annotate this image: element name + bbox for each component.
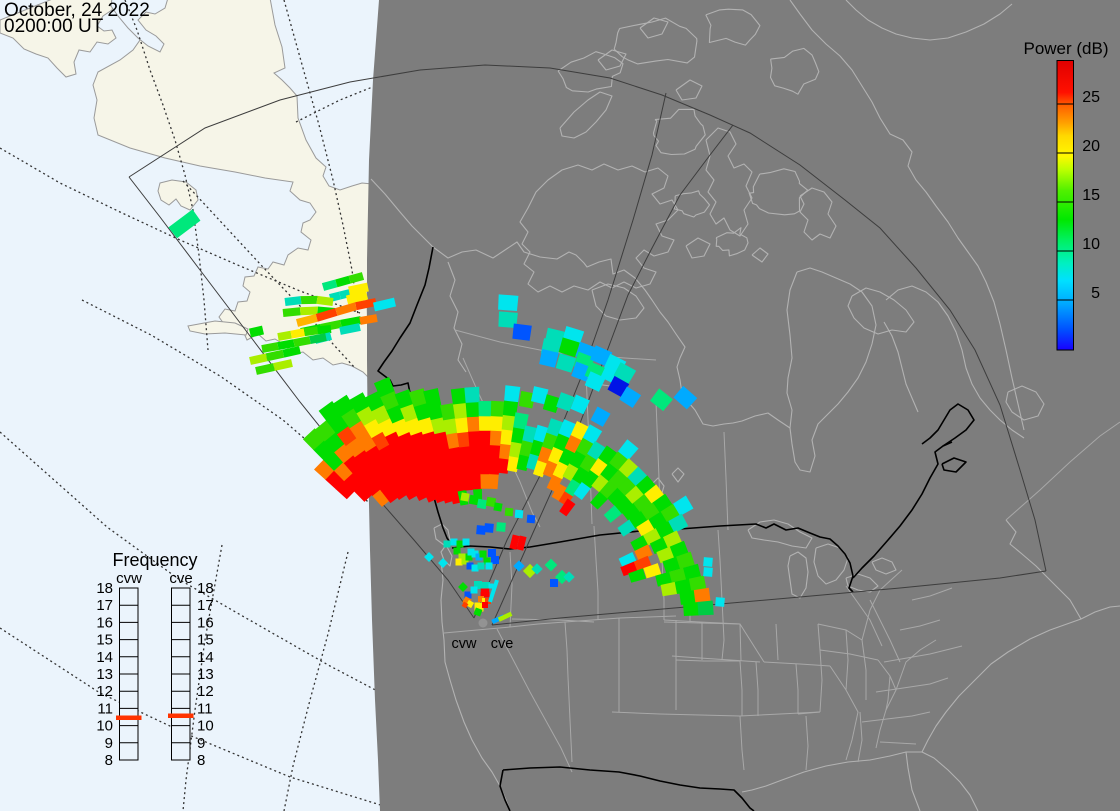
svg-text:8: 8 [105, 752, 113, 769]
svg-text:10: 10 [197, 718, 214, 735]
svg-text:8: 8 [197, 752, 205, 769]
svg-text:14: 14 [197, 649, 214, 666]
svg-text:October, 24 2022: October, 24 2022 [4, 0, 150, 21]
svg-text:11: 11 [197, 700, 213, 717]
svg-text:18: 18 [197, 580, 214, 597]
svg-text:17: 17 [197, 597, 214, 614]
svg-text:12: 12 [96, 683, 113, 700]
svg-text:12: 12 [197, 683, 214, 700]
svg-text:5: 5 [1091, 285, 1100, 302]
svg-text:16: 16 [197, 614, 214, 631]
svg-text:cvw: cvw [452, 636, 478, 652]
svg-text:20: 20 [1082, 138, 1100, 155]
svg-text:15: 15 [197, 632, 214, 649]
svg-text:13: 13 [197, 666, 214, 683]
svg-text:9: 9 [105, 735, 113, 752]
svg-text:17: 17 [96, 597, 113, 614]
svg-text:18: 18 [96, 580, 113, 597]
svg-text:0200:00 UT: 0200:00 UT [4, 16, 104, 37]
svg-text:Power (dB): Power (dB) [1023, 39, 1108, 58]
svg-text:15: 15 [1082, 187, 1100, 204]
svg-text:cve: cve [491, 636, 514, 652]
svg-text:9: 9 [197, 735, 205, 752]
svg-text:10: 10 [96, 718, 113, 735]
svg-text:11: 11 [97, 700, 113, 717]
svg-text:13: 13 [96, 666, 113, 683]
svg-text:Frequency: Frequency [112, 550, 197, 570]
svg-text:25: 25 [1082, 89, 1100, 106]
svg-text:15: 15 [96, 632, 113, 649]
svg-text:cvw: cvw [116, 570, 142, 587]
svg-text:10: 10 [1082, 236, 1100, 253]
svg-text:cve: cve [169, 570, 192, 587]
svg-text:14: 14 [96, 649, 113, 666]
svg-text:16: 16 [96, 614, 113, 631]
